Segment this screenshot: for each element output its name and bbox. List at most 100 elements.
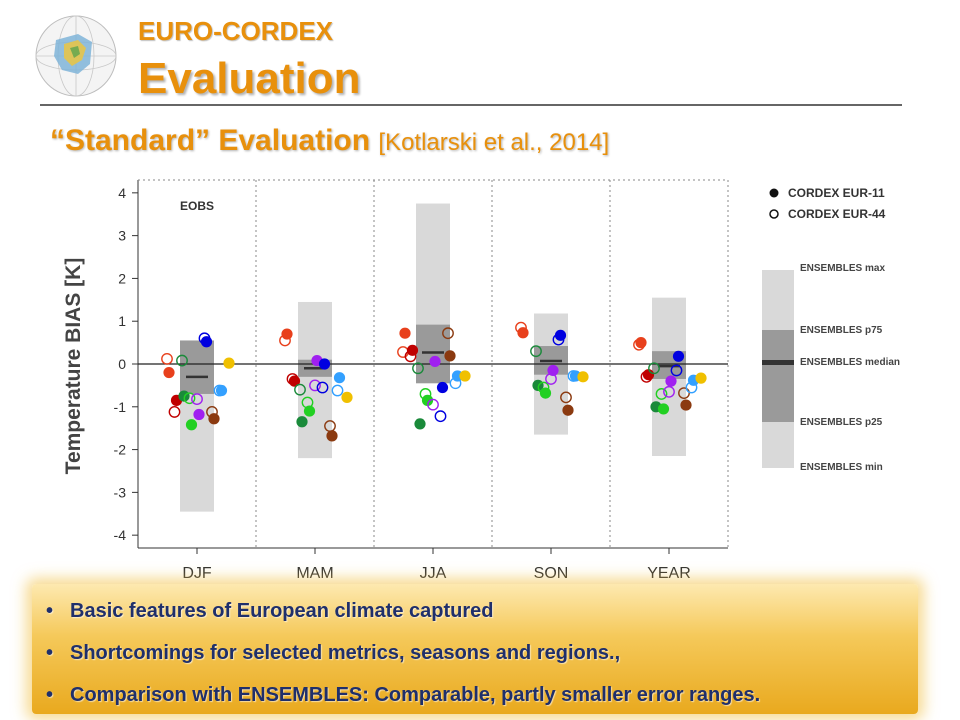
eobs-label-box (166, 190, 238, 214)
page-title: Evaluation (138, 54, 361, 103)
title-divider (40, 104, 902, 106)
eur11-point (223, 357, 235, 369)
y-tick-label: 4 (118, 185, 126, 201)
y-tick-labels: 4 3 2 1 0 -1 -2 -3 -4 (114, 185, 138, 543)
eur44-point (183, 392, 196, 405)
y-tick-label: -4 (114, 527, 127, 543)
eur11-point (326, 430, 338, 442)
eur44-point (442, 327, 454, 340)
ensembles-iqr-bar (416, 324, 450, 384)
eur44-point (670, 364, 683, 377)
eur44-point (191, 393, 203, 405)
legend-ens-max: ENSEMBLES max (800, 263, 885, 274)
eur11-point (281, 328, 293, 340)
bullet-item: • Comparison with ENSEMBLES: Comparable, … (32, 674, 918, 716)
eur11-point (414, 418, 426, 430)
x-tick-label: MAM (296, 565, 333, 582)
eur11-point (539, 387, 552, 399)
eur11-point (318, 358, 331, 370)
eur11-point (163, 366, 175, 379)
section-kicker: EURO-CORDEX (138, 16, 334, 46)
eobs-label: EOBS (180, 199, 214, 213)
ensembles-iqr-bar (180, 340, 214, 394)
x-tick-label: JJA (420, 565, 447, 582)
eur11-point (657, 403, 670, 415)
y-tick-label: 1 (118, 313, 126, 329)
eur11-point (406, 344, 419, 356)
eur11-point (185, 419, 198, 431)
grid-lines (138, 179, 729, 548)
eur44-point (663, 385, 675, 398)
eur11-point (341, 391, 353, 403)
legend-ens-iqr (762, 330, 794, 422)
legend-ens-min: ENSEMBLES min (800, 462, 883, 473)
eur11-point (429, 355, 441, 368)
x-tick-label: YEAR (647, 565, 691, 582)
bullet-dot-icon: • (46, 600, 54, 622)
legend-ens-median-label: ENSEMBLES median (800, 357, 900, 368)
eur11-point (554, 329, 567, 341)
y-tick-label: 2 (118, 270, 126, 286)
key-findings-box: • Basic features of European climate capt… (32, 584, 918, 714)
bullet-text: Basic features of European climate captu… (70, 600, 494, 622)
eur11-point (208, 413, 220, 425)
subtitle-main: “Standard” Evaluation (50, 124, 379, 157)
ensembles-boxes (180, 203, 686, 512)
eur11-point (642, 369, 655, 381)
eur11-point (459, 370, 471, 382)
x-tick-labels: DJF MAM JJA SON YEAR (182, 548, 691, 582)
eur44-point (316, 381, 329, 394)
eur11-point (517, 327, 529, 339)
eur11-point (193, 408, 205, 421)
eur11-point (562, 404, 574, 416)
bullet-dot-icon: • (46, 642, 54, 664)
eur44-point (412, 362, 424, 375)
legend-filled-marker (769, 188, 779, 198)
legend-ens-p75: ENSEMBLES p75 (800, 325, 883, 336)
x-tick-label: SON (534, 565, 569, 582)
eur44-point (176, 354, 188, 367)
eur11-point (577, 371, 589, 383)
eur44-point (331, 384, 344, 397)
legend-open-marker (769, 209, 779, 219)
bullet-dot-icon: • (46, 684, 54, 706)
bullet-item: • Shortcomings for selected metrics, seas… (32, 632, 918, 674)
eur11-point (672, 350, 685, 362)
bullet-item: • Basic features of European climate capt… (32, 590, 918, 632)
eur11-point (444, 350, 456, 362)
eur11-point (288, 375, 301, 387)
eur11-point (333, 372, 346, 384)
y-tick-label: -1 (114, 399, 127, 415)
legend-ens-p25: ENSEMBLES p25 (800, 417, 883, 428)
y-tick-label: -2 (114, 442, 127, 458)
eur11-point (680, 399, 692, 411)
eur11-point (421, 394, 434, 406)
bullet-text: Shortcomings for selected metrics, seaso… (70, 642, 621, 664)
eur44-point (648, 362, 660, 375)
bullet-text: Comparison with ENSEMBLES: Comparable, p… (70, 684, 761, 706)
eur44-point (678, 387, 690, 399)
eur11-point (200, 336, 213, 348)
eur11-point (436, 381, 449, 394)
y-tick-label: 3 (118, 228, 126, 244)
eur44-point (168, 406, 181, 418)
legend-filled-label: CORDEX EUR-11 (788, 186, 885, 200)
eur44-point (560, 391, 572, 404)
eur44-point (655, 388, 668, 400)
legend-ens-median (762, 360, 794, 365)
eur44-point (530, 345, 542, 358)
eur11-point (399, 327, 411, 339)
legend-open-label: CORDEX EUR-44 (788, 207, 886, 221)
bias-chart: 4 3 2 1 0 -1 -2 -3 -4 DJF MAM JJA SON YEAR EOBS Temp… (62, 179, 900, 582)
y-tick-label: -3 (114, 484, 127, 500)
eur44-point (294, 383, 306, 396)
eur11-point (215, 384, 228, 397)
y-tick-label: 0 (118, 356, 126, 372)
y-axis-label: Temperature BIAS [K] (62, 258, 85, 475)
eur44-point (161, 352, 173, 365)
eur11-point (695, 372, 707, 384)
eur44-point (427, 398, 439, 411)
eur11-point (296, 416, 308, 428)
model-points (161, 321, 707, 442)
slide-subtitle: “Standard” Evaluation [Kotlarski et al.,… (50, 124, 609, 158)
